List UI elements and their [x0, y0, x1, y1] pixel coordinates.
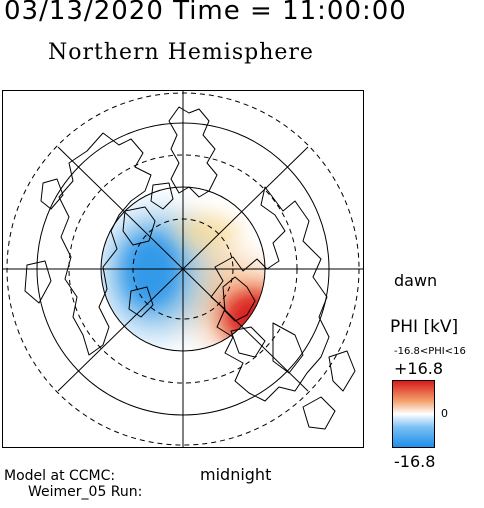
coastline-baltic [230, 326, 266, 358]
coastline-arctic-island [150, 182, 174, 210]
run-label: Weimer_05 Run: [28, 484, 143, 500]
date-time-header: 03/13/2020 Time = 11:00:00 [4, 0, 407, 26]
model-label: Model at CCMC: [4, 468, 116, 484]
coastline-landmass [272, 322, 304, 374]
meridian-line [57, 146, 309, 392]
coastline-landmass [328, 350, 356, 392]
colorbar-min-label: -16.8 [394, 452, 436, 471]
coastline-north-america [58, 132, 152, 356]
dayside-yellow-band [178, 215, 238, 247]
polar-potential-map [2, 90, 364, 448]
potential-field [103, 211, 265, 351]
coastline-greenland [168, 106, 218, 198]
coastline-hudson [128, 286, 154, 318]
colorbar-range: -16.8<PHI<16 [394, 346, 466, 357]
colorbar-zero-label: 0 [441, 407, 448, 420]
colorbar-gradient [392, 380, 435, 448]
coastline-landmass [302, 396, 336, 430]
midnight-label: midnight [200, 465, 272, 484]
polar-map-svg [3, 91, 363, 447]
coastline-scandinavia [222, 276, 256, 322]
coastline-island [40, 178, 64, 210]
colorbar-title: PHI [kV] [390, 317, 459, 337]
coastlines [24, 106, 356, 430]
dawn-label: dawn [394, 271, 438, 290]
coastline-arctic-island [122, 206, 156, 246]
coastline-island [24, 260, 52, 304]
meridian-grid [3, 91, 363, 447]
hemisphere-title: Northern Hemisphere [48, 40, 314, 65]
coastline-eurasia [210, 186, 330, 402]
colorbar-max-label: +16.8 [394, 359, 444, 378]
